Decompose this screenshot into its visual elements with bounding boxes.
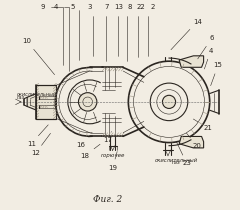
Polygon shape bbox=[179, 56, 204, 67]
Text: газ: газ bbox=[172, 160, 181, 165]
Text: окислительный: окислительный bbox=[17, 92, 57, 97]
Text: 2: 2 bbox=[148, 4, 155, 56]
Text: 5: 5 bbox=[71, 4, 79, 60]
Text: Фиг. 2: Фиг. 2 bbox=[93, 195, 122, 204]
Text: 6: 6 bbox=[198, 35, 214, 59]
Text: 19: 19 bbox=[108, 151, 117, 171]
Text: 17: 17 bbox=[103, 131, 112, 143]
Text: окислительный: окислительный bbox=[155, 158, 198, 163]
Text: 13: 13 bbox=[114, 4, 123, 56]
Text: 10: 10 bbox=[23, 38, 55, 75]
Text: 22: 22 bbox=[137, 4, 145, 57]
Text: 18: 18 bbox=[80, 144, 100, 159]
Text: 4: 4 bbox=[204, 48, 213, 69]
Text: 3: 3 bbox=[88, 4, 93, 56]
Text: 16: 16 bbox=[76, 136, 90, 148]
Circle shape bbox=[78, 93, 97, 111]
Text: 7: 7 bbox=[104, 4, 109, 60]
Circle shape bbox=[162, 95, 176, 108]
Text: 14: 14 bbox=[171, 18, 202, 50]
Text: 8: 8 bbox=[127, 4, 132, 60]
Polygon shape bbox=[36, 85, 56, 119]
Text: 9: 9 bbox=[41, 4, 63, 65]
Circle shape bbox=[83, 97, 92, 107]
Polygon shape bbox=[179, 136, 204, 148]
Text: горючее: горючее bbox=[101, 153, 125, 158]
Polygon shape bbox=[27, 93, 36, 110]
Text: газ: газ bbox=[17, 95, 25, 100]
Text: 20: 20 bbox=[186, 133, 202, 149]
Text: 4: 4 bbox=[54, 4, 69, 71]
Text: 11: 11 bbox=[27, 125, 48, 147]
Text: 21: 21 bbox=[193, 119, 212, 131]
Text: 23: 23 bbox=[176, 142, 191, 166]
Text: 12: 12 bbox=[31, 133, 51, 156]
Text: 15: 15 bbox=[211, 62, 222, 86]
